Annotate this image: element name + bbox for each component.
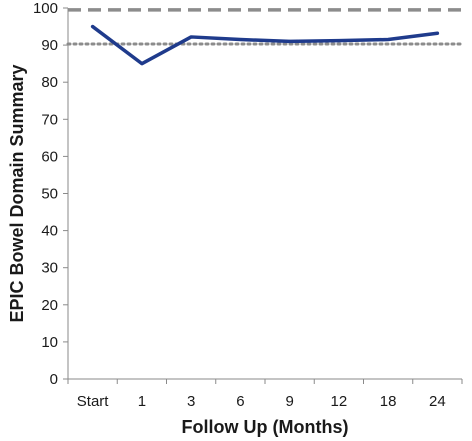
y-tick-label: 60 (41, 148, 58, 165)
y-tick-label: 10 (41, 334, 58, 351)
x-axis-ticks: Start 1 3 6 9 12 18 24 (67, 379, 463, 410)
series-group (90, 24, 440, 66)
y-tick-label: 100 (33, 0, 58, 17)
x-tick-label: 12 (331, 393, 348, 410)
x-axis-title: Follow Up (Months) (182, 417, 349, 437)
data-point (91, 25, 95, 29)
reference-lines (66, 8, 464, 46)
x-tick-label: 1 (138, 393, 146, 410)
x-tick-label: 6 (236, 393, 244, 410)
data-point (140, 62, 144, 66)
x-tick-label: 18 (380, 393, 397, 410)
y-axis-title: EPIC Bowel Domain Summary (7, 64, 27, 322)
x-tick-label: 3 (187, 393, 195, 410)
x-tick-label: 24 (429, 393, 446, 410)
y-tick-label: 0 (50, 371, 58, 388)
y-tick-label: 70 (41, 111, 58, 128)
y-tick-label: 80 (41, 74, 58, 91)
data-point (337, 39, 341, 43)
data-point (435, 31, 439, 35)
data-point (238, 38, 242, 42)
data-point (288, 39, 292, 43)
y-tick-label: 50 (41, 186, 58, 203)
series-line (90, 24, 440, 66)
y-tick-label: 30 (41, 260, 58, 277)
y-tick-label: 40 (41, 223, 58, 240)
y-axis-ticks: 0 10 20 30 40 50 60 70 80 90 100 (33, 0, 68, 388)
y-tick-label: 20 (41, 297, 58, 314)
data-point (386, 38, 390, 42)
x-tick-label: 9 (285, 393, 293, 410)
y-tick-label: 90 (41, 37, 58, 54)
x-tick-label: Start (77, 393, 110, 410)
data-point (189, 35, 193, 39)
